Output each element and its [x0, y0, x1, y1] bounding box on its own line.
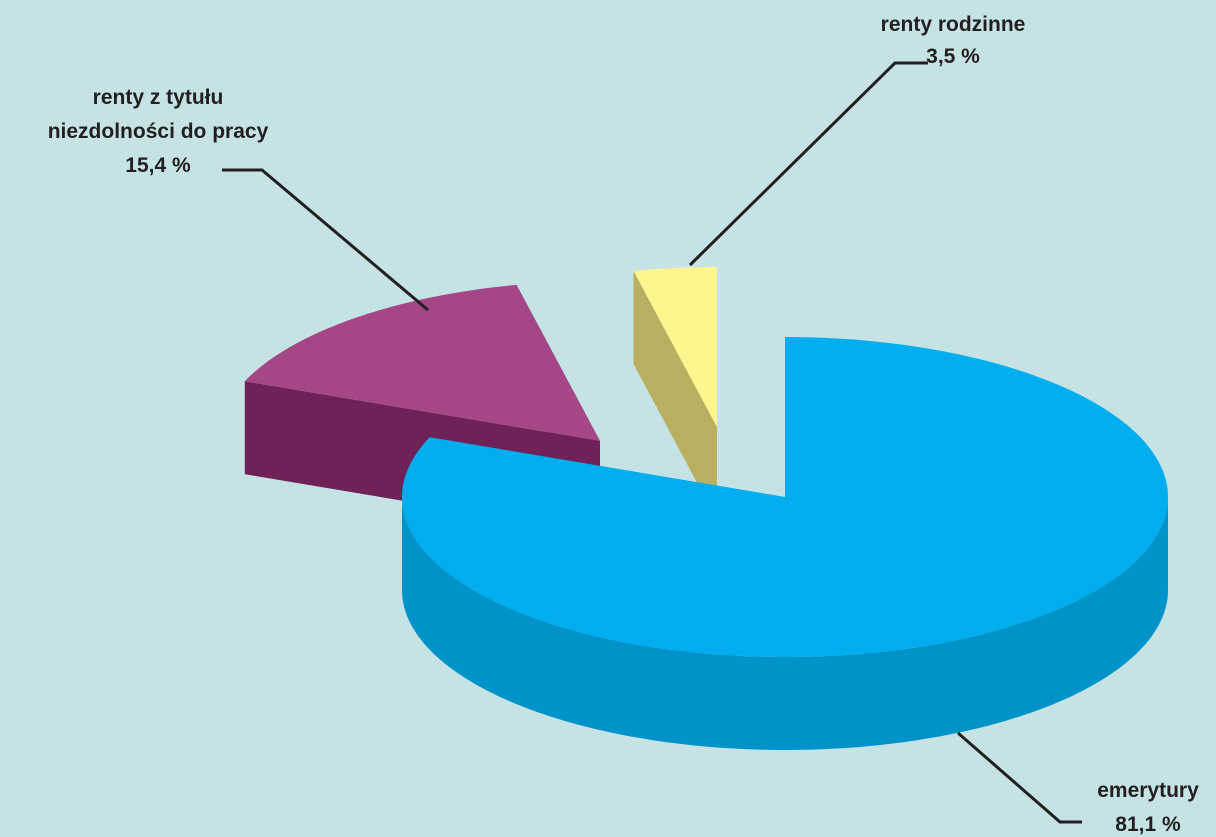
pie-slice-2	[633, 267, 717, 520]
slice-label-1-2: 15,4 %	[125, 154, 191, 177]
slice-label-0-0: emerytury	[1097, 779, 1199, 802]
leader-line-2	[688, 61, 928, 267]
slice-label-1-1: niezdolności do pracy	[48, 120, 269, 143]
pie-slice-top-1	[244, 284, 601, 441]
pie-slice-0	[402, 337, 1168, 750]
slice-label-1-0: renty z tytułu	[93, 86, 224, 109]
slice-label-2-1: 3,5 %	[926, 45, 980, 68]
slice-label-0-1: 81,1 %	[1115, 813, 1181, 836]
leader-line-0	[957, 731, 1082, 824]
pie-slice-side-0	[402, 497, 1168, 750]
leader-line-1	[222, 168, 429, 312]
slice-label-2-0: renty rodzinne	[881, 13, 1026, 36]
pie-slice-wall-2-0	[633, 270, 717, 520]
pie-slice-top-0	[402, 337, 1168, 657]
pie-slice-top-2	[633, 267, 717, 427]
